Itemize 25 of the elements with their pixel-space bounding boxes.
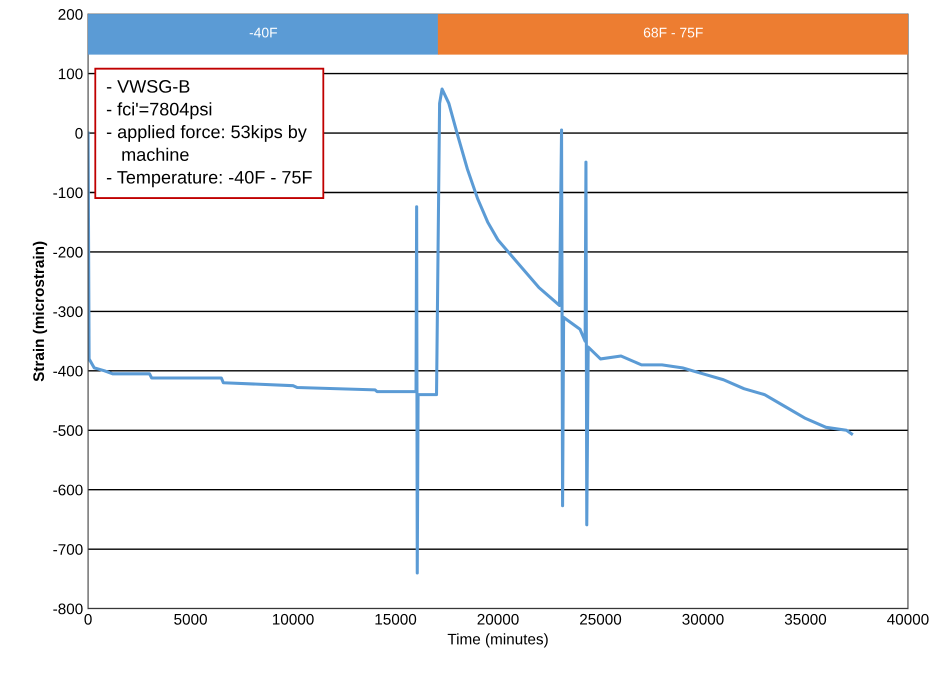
x-tick-label: 20000 — [478, 614, 519, 625]
x-tick-label: 40000 — [887, 614, 929, 625]
y-tick-label: -300 — [53, 306, 83, 318]
x-tick-label: 5000 — [174, 614, 207, 625]
y-tick-label: -500 — [53, 425, 83, 436]
x-tick-label: 30000 — [682, 614, 724, 625]
x-tick-label: 25000 — [580, 614, 622, 625]
y-tick-label: -600 — [53, 484, 83, 496]
y-tick-label: -100 — [53, 187, 83, 198]
y-tick-label: -700 — [53, 544, 83, 555]
x-tick-label: 35000 — [784, 614, 826, 625]
band-label: -40F — [250, 28, 278, 38]
x-tick-label: 10000 — [272, 614, 314, 625]
x-axis-title: Time (minutes) — [448, 633, 548, 648]
y-tick-label: 100 — [58, 68, 83, 80]
y-tick-label: -800 — [53, 603, 83, 614]
annotation: - VWSG-B - fci'=7804psi - applied force: 53kips by machine - Temperature: -40F - 75F — [106, 80, 312, 188]
y-tick-label: -400 — [53, 366, 83, 377]
x-tick-label: 15000 — [375, 614, 416, 625]
y-tick-label: -200 — [53, 246, 83, 258]
x-tick-label: 0 — [84, 614, 92, 625]
y-tick-label: 200 — [58, 9, 83, 20]
y-axis-title: Strain (microstrain) — [32, 242, 48, 382]
y-tick-label: 0 — [75, 128, 83, 139]
band-label: 68F - 75F — [644, 28, 703, 38]
